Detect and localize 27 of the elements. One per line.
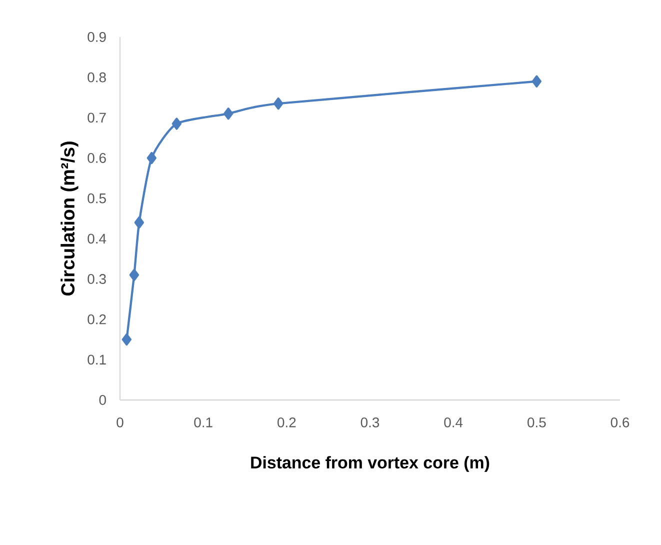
point <box>122 333 132 346</box>
y-tick-label: 0.7 <box>88 112 106 123</box>
x-tick-label: 0.6 <box>610 417 630 428</box>
y-tick-label: 0.4 <box>88 234 106 244</box>
point <box>172 118 182 130</box>
y-axis-title: Circulation (m²/s) <box>60 142 78 296</box>
y-tick-label: 0.5 <box>88 193 106 204</box>
x-tick-label: 0.5 <box>528 417 546 428</box>
point <box>274 97 284 110</box>
y-tick-label: 0.9 <box>88 32 106 42</box>
point <box>532 75 542 88</box>
y-tick-label: 0.6 <box>88 153 106 163</box>
point <box>224 108 234 120</box>
x-axis-title: Distance from vortex core (m) <box>251 456 490 472</box>
x-tick-label: 0.4 <box>444 417 463 428</box>
x-tick-label: 0.1 <box>194 417 212 428</box>
x-tick-label: 0.2 <box>278 417 296 428</box>
y-tick-label: 0.3 <box>88 274 106 284</box>
point <box>129 268 139 282</box>
point <box>146 152 156 164</box>
y-tick-label: 0 <box>99 395 106 405</box>
y-tick-label: 0.2 <box>88 314 106 324</box>
point <box>134 216 144 229</box>
y-tick-label: 0.8 <box>88 72 106 82</box>
x-tick-label: 0 <box>116 417 124 428</box>
y-tick-label: 0.1 <box>88 354 106 365</box>
x-tick-label: 0.3 <box>360 417 380 428</box>
